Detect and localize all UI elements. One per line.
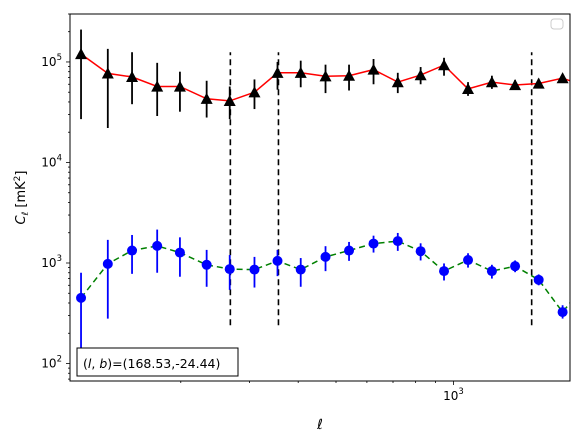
- data-point-triangle: [485, 76, 498, 88]
- y-tick-label: 104: [41, 153, 62, 169]
- x-tick-label: 103: [443, 387, 464, 403]
- data-point-triangle: [248, 86, 261, 98]
- data-point-triangle: [151, 80, 164, 92]
- data-point-circle: [102, 258, 113, 269]
- data-point-triangle: [343, 69, 356, 81]
- data-point-triangle: [556, 72, 569, 84]
- y-tick-label: 105: [41, 53, 62, 69]
- data-point-circle: [272, 255, 283, 266]
- data-point-triangle: [438, 59, 451, 71]
- data-point-circle: [557, 307, 568, 318]
- data-point-triangle: [294, 66, 307, 78]
- data-point-circle: [152, 240, 163, 251]
- data-point-circle: [295, 264, 306, 275]
- data-point-circle: [344, 245, 355, 256]
- data-point-triangle: [75, 48, 88, 60]
- data-point-circle: [486, 266, 497, 277]
- data-point-circle: [201, 259, 212, 270]
- data-point-triangle: [223, 94, 236, 106]
- data-point-triangle: [367, 63, 380, 75]
- legend-box: [550, 18, 564, 30]
- data-point-circle: [174, 247, 185, 258]
- data-point-triangle: [532, 77, 545, 89]
- axes-frame: [69, 13, 571, 382]
- data-point-circle: [533, 274, 544, 285]
- data-point-circle: [415, 246, 426, 257]
- annotation-box: [76, 347, 239, 377]
- data-point-triangle: [414, 69, 427, 81]
- data-point-triangle: [462, 82, 475, 94]
- data-point-triangle: [509, 78, 522, 91]
- data-point-circle: [127, 245, 138, 256]
- data-point-triangle: [173, 80, 186, 92]
- annotation-text: (l, b)=(168.53,-24.44): [83, 356, 220, 371]
- data-point-circle: [463, 255, 474, 266]
- data-point-triangle: [126, 70, 139, 83]
- y-tick-label: 102: [41, 355, 62, 371]
- data-point-circle: [76, 292, 87, 303]
- data-point-triangle: [319, 70, 332, 82]
- data-point-circle: [439, 266, 450, 277]
- data-point-triangle: [200, 92, 213, 104]
- data-point-circle: [224, 264, 235, 275]
- data-point-triangle: [391, 76, 404, 88]
- data-point-circle: [368, 238, 379, 249]
- y-axis-label: Cℓ [mK2]: [13, 170, 31, 224]
- ticks: 102 103 104 105 103: [41, 13, 464, 403]
- data-point-triangle: [101, 67, 114, 79]
- legend: [550, 18, 564, 30]
- data-point-triangle: [271, 66, 284, 78]
- y-tick-label: 103: [41, 254, 62, 270]
- plot-area: [75, 29, 570, 364]
- data-point-circle: [510, 261, 521, 272]
- position-annotation: (l, b)=(168.53,-24.44): [76, 347, 239, 377]
- data-point-circle: [320, 251, 331, 262]
- data-point-circle: [249, 264, 260, 275]
- x-axis-label: ℓ: [316, 417, 323, 433]
- data-point-circle: [392, 236, 403, 247]
